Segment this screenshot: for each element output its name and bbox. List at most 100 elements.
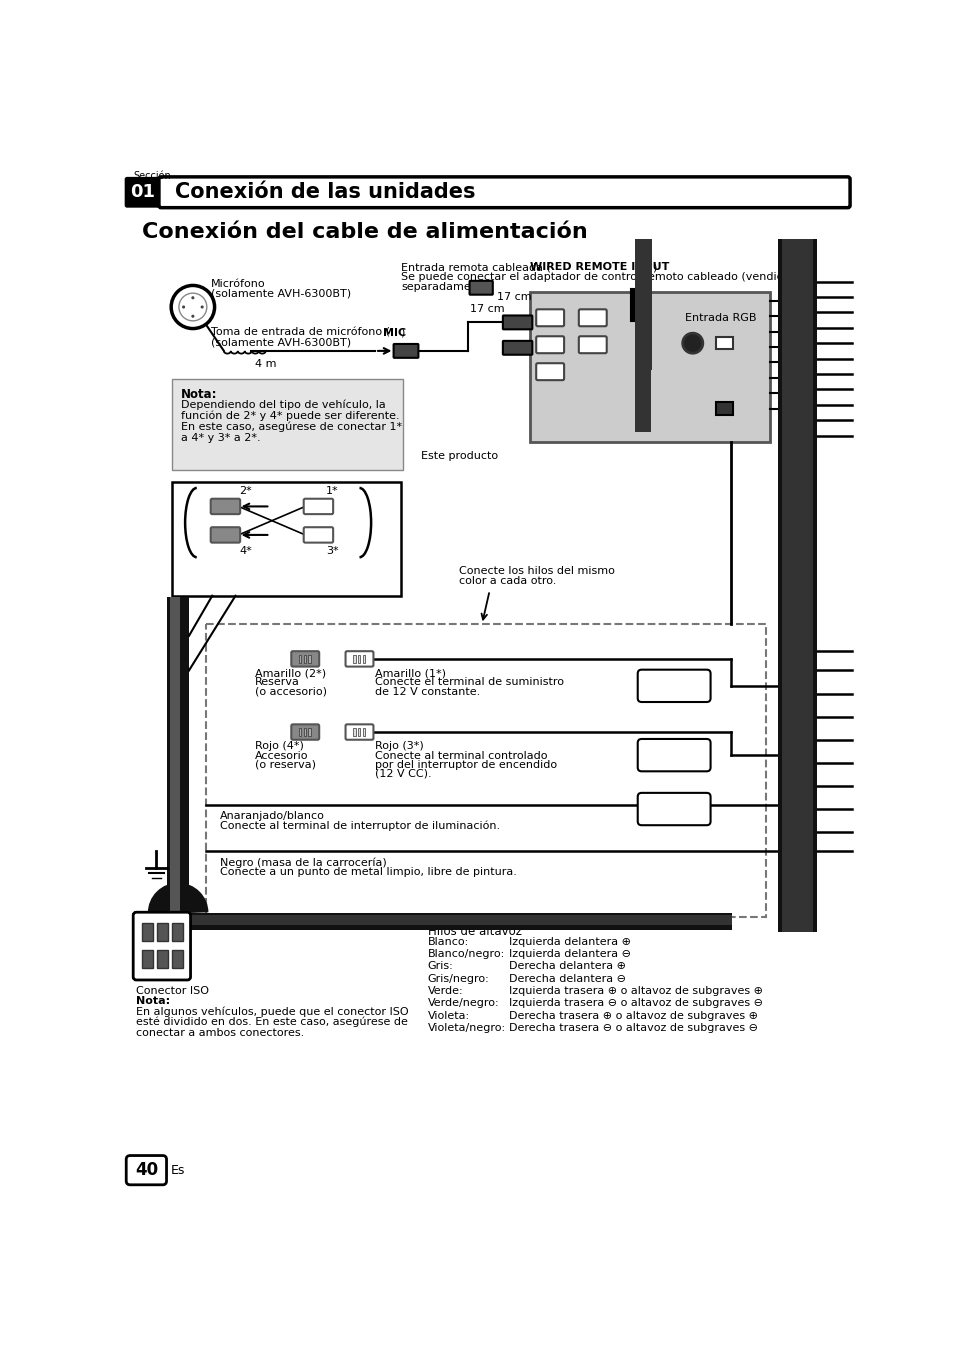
FancyBboxPatch shape: [133, 913, 191, 980]
Bar: [353, 729, 355, 735]
Bar: [635, 239, 650, 431]
Bar: [308, 729, 311, 735]
FancyBboxPatch shape: [158, 177, 849, 208]
Bar: [634, 239, 651, 370]
FancyBboxPatch shape: [303, 499, 333, 514]
Bar: [778, 239, 816, 933]
Text: Resistencia: Resistencia: [644, 681, 703, 691]
Text: Entrada remota cableada (: Entrada remota cableada (: [401, 262, 551, 272]
FancyBboxPatch shape: [211, 527, 240, 542]
Bar: [357, 729, 360, 735]
Circle shape: [682, 333, 702, 353]
Text: a 4* y 3* a 2*.: a 4* y 3* a 2*.: [181, 433, 260, 443]
FancyBboxPatch shape: [303, 527, 333, 542]
Text: ): ): [399, 327, 404, 338]
Circle shape: [182, 306, 185, 308]
Text: 4 m: 4 m: [254, 358, 276, 369]
Bar: [157, 923, 168, 941]
Text: Resistencia: Resistencia: [644, 750, 703, 761]
Circle shape: [192, 315, 194, 318]
Circle shape: [192, 296, 194, 299]
FancyBboxPatch shape: [578, 310, 606, 326]
Bar: [530, 292, 769, 442]
Text: Conecte el terminal de suministro: Conecte el terminal de suministro: [375, 677, 563, 687]
Text: Conexión del cable de alimentación: Conexión del cable de alimentación: [142, 222, 588, 242]
Text: Anaranjado/blanco: Anaranjado/blanco: [220, 811, 325, 822]
Text: Amarillo (1*): Amarillo (1*): [375, 668, 446, 679]
Text: Micrófono: Micrófono: [211, 280, 265, 289]
FancyBboxPatch shape: [345, 652, 373, 667]
Text: Izquierda trasera ⊖ o altavoz de subgraves ⊖: Izquierda trasera ⊖ o altavoz de subgrav…: [509, 999, 762, 1009]
Bar: [172, 481, 400, 596]
Text: Conecte a un punto de metal limpio, libre de pintura.: Conecte a un punto de metal limpio, libr…: [220, 867, 517, 877]
Text: Conector ISO: Conector ISO: [136, 986, 209, 996]
Text: 1*: 1*: [326, 487, 338, 496]
Text: WIRED REMOTE INPUT: WIRED REMOTE INPUT: [530, 262, 669, 272]
Bar: [357, 654, 360, 662]
Text: de fusible: de fusible: [648, 690, 699, 699]
Bar: [171, 598, 179, 913]
FancyBboxPatch shape: [578, 337, 606, 353]
Text: Derecha trasera ⊕ o altavoz de subgraves ⊕: Derecha trasera ⊕ o altavoz de subgraves…: [509, 1011, 758, 1021]
Text: Izquierda trasera ⊕ o altavoz de subgraves ⊕: Izquierda trasera ⊕ o altavoz de subgrav…: [509, 986, 762, 996]
FancyBboxPatch shape: [291, 652, 319, 667]
Text: Resistencia: Resistencia: [644, 804, 703, 814]
FancyBboxPatch shape: [126, 1156, 167, 1184]
Bar: [206, 625, 765, 917]
Text: MIC: MIC: [382, 327, 405, 338]
Text: Accesorio: Accesorio: [254, 750, 308, 761]
Text: 17 cm: 17 cm: [497, 292, 531, 301]
FancyBboxPatch shape: [536, 310, 563, 326]
Bar: [303, 729, 306, 735]
Text: Se puede conectar el adaptador de control remoto cableado (vendido: Se puede conectar el adaptador de contro…: [401, 272, 790, 283]
Text: ): ): [652, 262, 656, 272]
Text: Derecha delantera ⊕: Derecha delantera ⊕: [509, 961, 625, 972]
Bar: [716, 337, 732, 349]
Text: Hilos de altavoz: Hilos de altavoz: [427, 925, 521, 937]
Circle shape: [179, 293, 207, 320]
Text: Nota:: Nota:: [181, 388, 217, 400]
FancyBboxPatch shape: [211, 499, 240, 514]
Bar: [142, 923, 153, 941]
Text: Violeta:: Violeta:: [427, 1011, 469, 1021]
Text: Entrada RGB: Entrada RGB: [684, 314, 756, 323]
Text: de fusible: de fusible: [648, 813, 699, 822]
FancyBboxPatch shape: [394, 343, 418, 358]
Text: separadamente): separadamente): [401, 283, 494, 292]
Bar: [781, 239, 812, 933]
FancyBboxPatch shape: [637, 740, 710, 771]
Circle shape: [171, 285, 214, 329]
Text: Amarillo (2*): Amarillo (2*): [254, 668, 326, 679]
Text: Izquierda delantera ⊕: Izquierda delantera ⊕: [509, 937, 631, 946]
Text: Negro (masa de la carrocería): Negro (masa de la carrocería): [220, 857, 386, 868]
FancyBboxPatch shape: [291, 725, 319, 740]
Bar: [298, 729, 301, 735]
Text: 40: 40: [134, 1161, 158, 1179]
Text: 4*: 4*: [239, 546, 252, 556]
Text: Toma de entrada de micrófono (: Toma de entrada de micrófono (: [211, 327, 389, 338]
Bar: [172, 950, 183, 968]
Text: Verde:: Verde:: [427, 986, 463, 996]
Bar: [353, 654, 355, 662]
Text: Violeta/negro:: Violeta/negro:: [427, 1023, 505, 1033]
Text: Este producto: Este producto: [421, 452, 498, 461]
Text: función de 2* y 4* puede ser diferente.: función de 2* y 4* puede ser diferente.: [181, 411, 399, 420]
Circle shape: [200, 306, 204, 308]
Text: (o reserva): (o reserva): [254, 760, 315, 769]
FancyBboxPatch shape: [172, 380, 402, 470]
Bar: [172, 923, 183, 941]
FancyBboxPatch shape: [536, 364, 563, 380]
Text: 2*: 2*: [239, 487, 252, 496]
Text: Rojo (4*): Rojo (4*): [254, 741, 303, 752]
Bar: [298, 654, 301, 662]
Text: Verde/negro:: Verde/negro:: [427, 999, 498, 1009]
Text: Blanco:: Blanco:: [427, 937, 469, 946]
Text: 01: 01: [130, 184, 154, 201]
Text: (12 V CC).: (12 V CC).: [375, 769, 431, 779]
FancyBboxPatch shape: [125, 177, 160, 208]
Text: Rojo (3*): Rojo (3*): [375, 741, 423, 752]
FancyBboxPatch shape: [502, 315, 532, 330]
Text: de 12 V constante.: de 12 V constante.: [375, 687, 479, 696]
Text: 3*: 3*: [326, 546, 338, 556]
FancyBboxPatch shape: [469, 281, 493, 295]
